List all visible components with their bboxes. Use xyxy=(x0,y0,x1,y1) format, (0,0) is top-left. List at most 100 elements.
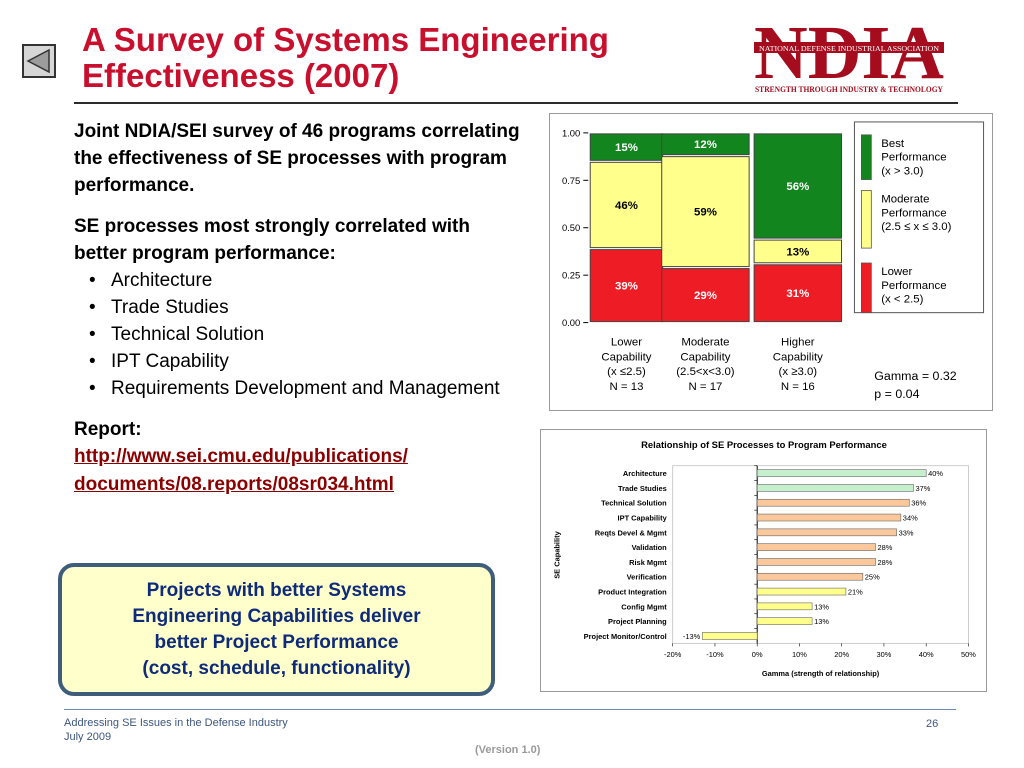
bar-value-label: 13% xyxy=(814,617,829,626)
category-label: Lower xyxy=(611,336,642,348)
x-tick-label: 30% xyxy=(876,650,891,659)
bar xyxy=(701,632,758,640)
category-label: Product Integration xyxy=(598,588,667,597)
title-line-1: A Survey of Systems Engineering xyxy=(82,21,609,58)
title-divider xyxy=(74,102,958,104)
category-label: N = 17 xyxy=(688,381,722,393)
bar-value-label: 36% xyxy=(911,499,926,508)
x-tick-label: -10% xyxy=(706,650,724,659)
bar-value-label: 34% xyxy=(903,514,918,523)
mosaic-cell-label: 59% xyxy=(694,207,717,219)
x-tick-label: -20% xyxy=(664,650,682,659)
category-label: IPT Capability xyxy=(618,514,668,523)
category-label: Config Mgmt xyxy=(621,602,667,611)
footer-presentation-title: Addressing SE Issues in the Defense Indu… xyxy=(64,717,288,729)
body-text: Joint NDIA/SEI survey of 46 programs cor… xyxy=(74,118,524,499)
mosaic-cell xyxy=(661,268,750,323)
process-list: Architecture Trade Studies Technical Sol… xyxy=(74,267,524,402)
category-label: N = 16 xyxy=(781,381,815,393)
bar-value-label: 40% xyxy=(928,469,943,478)
mosaic-cell xyxy=(589,161,664,249)
footer-date: July 2009 xyxy=(64,731,112,743)
bar xyxy=(756,484,914,492)
category-label: Capability xyxy=(773,351,823,363)
y-tick-label: 0.50 xyxy=(562,222,580,233)
bar xyxy=(756,469,927,477)
y-tick-label: 0.00 xyxy=(562,317,580,328)
callout-line-3: better Project Performance xyxy=(154,631,399,653)
process-item: Requirements Development and Management xyxy=(89,375,524,402)
legend-label: Moderate xyxy=(881,193,929,205)
y-tick-label: 1.00 xyxy=(562,127,580,138)
bar xyxy=(756,513,902,522)
report-label: Report: xyxy=(74,419,142,440)
category-label: Moderate xyxy=(681,336,729,348)
callout-line-4: (cost, schedule, functionality) xyxy=(142,657,411,679)
chart-title: Relationship of SE Processes to Program … xyxy=(641,439,887,450)
mosaic-cell-label: 29% xyxy=(694,290,717,302)
conclusion-callout: Projects with better Systems Engineering… xyxy=(58,563,495,696)
bar xyxy=(756,617,813,625)
back-button[interactable] xyxy=(22,44,56,78)
legend-label: Performance xyxy=(881,207,946,219)
category-label: Reqts Devel & Mgmt xyxy=(595,528,667,537)
bar xyxy=(756,602,813,611)
x-tick-label: 10% xyxy=(792,650,807,659)
legend-label: (2.5 ≤ x ≤ 3.0) xyxy=(881,221,951,233)
mosaic-cell-label: 13% xyxy=(786,246,809,258)
category-label: Capability xyxy=(601,351,651,363)
mosaic-cell xyxy=(753,133,843,239)
x-tick-label: 50% xyxy=(961,650,976,659)
y-tick-label: 0.25 xyxy=(562,270,580,281)
mosaic-cell xyxy=(589,249,664,323)
x-tick-label: 20% xyxy=(834,650,849,659)
category-label: Capability xyxy=(680,351,730,363)
category-label: Validation xyxy=(632,543,668,552)
x-tick-label: 0% xyxy=(752,650,763,659)
category-label: Risk Mgmt xyxy=(629,558,667,567)
report-link[interactable]: http://www.sei.cmu.edu/publications/ doc… xyxy=(74,443,524,499)
report-link-line-2: documents/08.reports/08sr034.html xyxy=(74,474,394,495)
bar xyxy=(756,587,847,596)
process-item: IPT Capability xyxy=(89,348,524,375)
callout-line-1: Projects with better Systems xyxy=(146,579,407,601)
capability-performance-mosaic-chart: 1.00 0.75 0.50 0.25 0.00 39% 46% 15% Lower Capabi… xyxy=(549,113,993,411)
bar xyxy=(756,558,876,566)
category-label: Architecture xyxy=(623,469,667,478)
mosaic-cell-label: 15% xyxy=(615,142,638,154)
bar-value-label: 21% xyxy=(848,588,863,597)
category-label: N = 13 xyxy=(610,381,644,393)
intro-text: Joint NDIA/SEI survey of 46 programs cor… xyxy=(74,121,520,196)
mosaic-cell xyxy=(589,133,664,161)
category-label: Technical Solution xyxy=(601,499,667,508)
mosaic-cell-label: 46% xyxy=(615,200,638,212)
logo-tagline: STRENGTH THROUGH INDUSTRY & TECHNOLOGY xyxy=(755,85,943,94)
legend-label: (x < 2.5) xyxy=(881,294,923,306)
process-item: Technical Solution xyxy=(89,321,524,348)
bar xyxy=(756,572,864,581)
ndia-logo: NDIA NATIONAL DEFENSE INDUSTRIAL ASSOCIA… xyxy=(754,14,944,95)
bar xyxy=(756,498,910,507)
report-link-line-1: http://www.sei.cmu.edu/publications/ xyxy=(74,446,408,467)
x-tick-label: 40% xyxy=(919,650,934,659)
version-label: (Version 1.0) xyxy=(475,744,541,756)
category-label: Project Monitor/Control xyxy=(584,632,667,641)
bar-value-label: 25% xyxy=(865,573,880,582)
gamma-stat: Gamma = 0.32 xyxy=(874,369,957,383)
legend-box xyxy=(853,121,985,314)
legend-swatch xyxy=(860,190,872,249)
mosaic-cell-label: 12% xyxy=(694,139,717,151)
p-value-stat: p = 0.04 xyxy=(874,387,919,401)
process-item: Architecture xyxy=(89,267,524,294)
bar-value-label: 37% xyxy=(915,484,930,493)
page-number: 26 xyxy=(926,718,939,730)
process-item: Trade Studies xyxy=(89,294,524,321)
se-process-relationship-chart: Relationship of SE Processes to Program … xyxy=(540,429,987,692)
footer-divider xyxy=(64,709,956,710)
plot-area xyxy=(672,465,969,644)
legend-swatch xyxy=(860,134,872,180)
category-label: Trade Studies xyxy=(618,484,667,493)
category-label: (x ≤2.5) xyxy=(607,366,646,378)
category-label: (x ≥3.0) xyxy=(779,366,818,378)
logo-letters: NDIA xyxy=(754,14,944,95)
